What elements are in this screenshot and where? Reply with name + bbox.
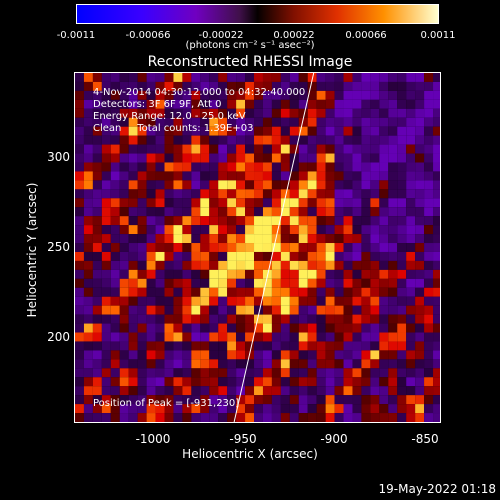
colorbar-tick: -0.00022 xyxy=(198,30,244,41)
solar-limb-line xyxy=(233,73,315,422)
colorbar-tick: 0.0011 xyxy=(420,30,456,41)
colorbar xyxy=(76,4,439,24)
x-tick-label: -950 xyxy=(229,432,257,446)
y-tick-label: 300 xyxy=(47,150,70,164)
y-axis: 300 250 200 xyxy=(0,0,70,500)
info-detectors: Detectors: 3F 6F 9F, Att 0 xyxy=(93,99,222,110)
x-tick-label: -850 xyxy=(411,432,439,446)
y-axis-label: Heliocentric Y (arcsec) xyxy=(25,182,39,318)
info-clean-counts: Clean Total counts: 1.39E+03 xyxy=(93,123,254,134)
x-tick-label: -900 xyxy=(320,432,348,446)
info-energy-range: Energy Range: 12.0 - 25.0 keV xyxy=(93,111,246,122)
peak-position-label: Position of Peak = [-931,230] xyxy=(93,398,240,409)
image-plot: 4-Nov-2014 04:30:12.000 to 04:32:40.000 … xyxy=(74,72,441,423)
colorbar-tick: -0.00066 xyxy=(125,30,171,41)
colorbar-units: (photons cm⁻² s⁻¹ asec⁻²) xyxy=(185,40,315,51)
colorbar-tick: 0.00022 xyxy=(273,30,315,41)
colorbar-tick: 0.00066 xyxy=(345,30,387,41)
x-tick-label: -1000 xyxy=(135,432,171,446)
colorbar-tick: -0.0011 xyxy=(56,30,96,41)
plot-title: Reconstructed RHESSI Image xyxy=(147,54,353,70)
timestamp: 19-May-2022 01:18 xyxy=(378,482,496,496)
y-tick-label: 250 xyxy=(47,240,70,254)
heatmap-image xyxy=(75,73,440,422)
y-tick-label: 200 xyxy=(47,330,70,344)
x-axis-label: Heliocentric X (arcsec) xyxy=(182,447,318,461)
info-time-range: 4-Nov-2014 04:30:12.000 to 04:32:40.000 xyxy=(93,87,306,98)
